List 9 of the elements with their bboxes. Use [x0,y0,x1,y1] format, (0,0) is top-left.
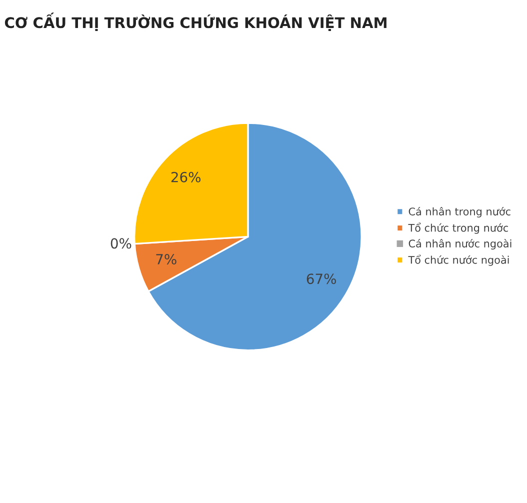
text: 0% [110,238,132,249]
legend-label: Cá nhân nước ngoài [408,239,512,250]
data-label: 67% [306,274,336,284]
legend-label: Cá nhân trong nước [408,206,510,218]
data-label: 26% [171,172,200,182]
legend-label: Tổ chức nước ngoài [408,254,509,266]
legend-label: Tổ chức trong nước [408,222,508,234]
data-label: 7% [156,254,176,264]
chart-title: CƠ CẤU THỊ TRƯỜNG CHỨNG KHOÁN VIỆT NAM [4,12,386,32]
